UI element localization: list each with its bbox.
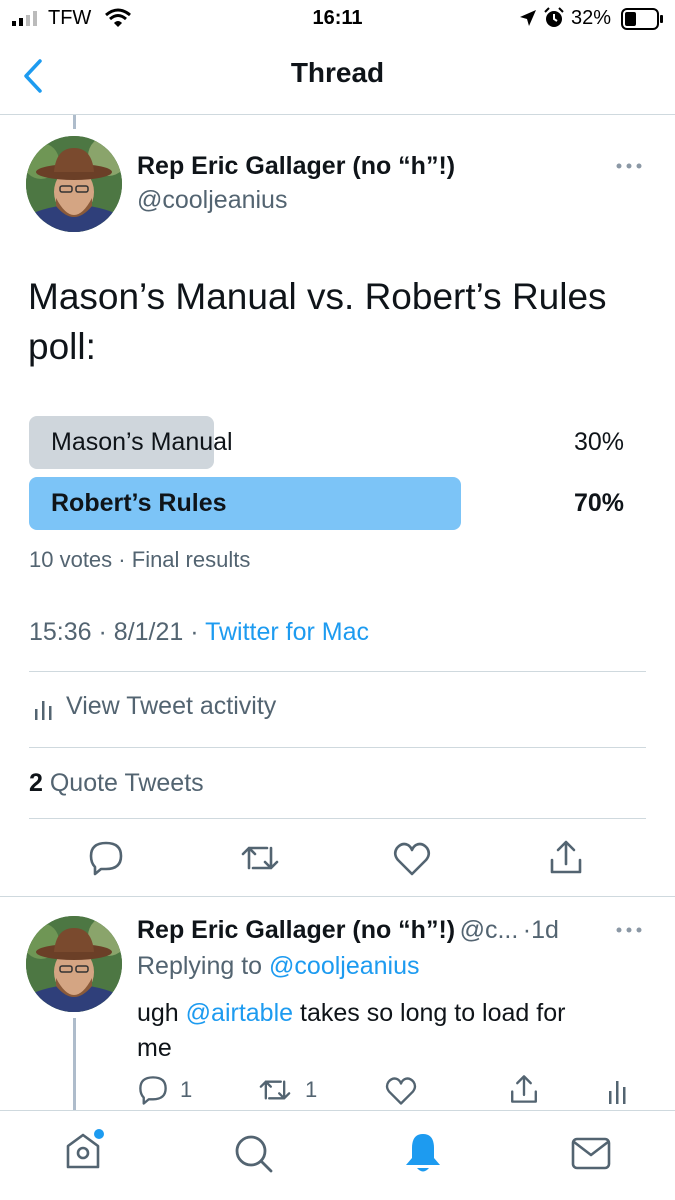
more-dots-icon xyxy=(616,927,642,933)
replying-prefix: Replying to xyxy=(137,952,263,980)
tab-home[interactable] xyxy=(63,1129,107,1178)
wifi-icon xyxy=(104,7,132,34)
divider xyxy=(0,896,675,897)
tweet-text: Mason’s Manual vs. Robert’s Rules poll: xyxy=(28,272,607,372)
reply-button[interactable] xyxy=(87,839,125,882)
timestamp-separator: · xyxy=(98,618,114,646)
mention-link[interactable]: @airtable xyxy=(185,999,294,1027)
reply-icon xyxy=(139,1076,167,1105)
divider xyxy=(29,818,646,819)
replying-to: Replying to @cooljeanius xyxy=(137,952,420,981)
reply-icon xyxy=(89,841,123,876)
poll-option-label: Robert’s Rules xyxy=(51,489,227,517)
retweet-icon xyxy=(241,846,279,870)
poll-option-label: Mason’s Manual xyxy=(51,428,233,456)
quote-tweets-link[interactable]: 2 Quote Tweets xyxy=(29,769,204,798)
alarm-icon xyxy=(543,7,565,34)
poll-votes: 10 votes xyxy=(29,547,113,572)
share-icon xyxy=(550,840,582,874)
like-button[interactable] xyxy=(385,1076,417,1111)
tweet-time: 15:36 xyxy=(29,618,92,646)
quote-label: Quote Tweets xyxy=(49,769,204,797)
poll-summary: 10 votes · Final results xyxy=(29,547,250,573)
search-icon xyxy=(235,1135,273,1173)
author-name[interactable]: Rep Eric Gallager (no “h”!) xyxy=(137,916,456,944)
reply-text: ugh @airtable takes so long to load for … xyxy=(137,996,565,1066)
more-options-button[interactable] xyxy=(615,922,643,943)
heart-icon xyxy=(385,1077,417,1105)
home-icon xyxy=(66,1129,104,1169)
poll-separator: · xyxy=(118,547,132,572)
poll-option-percent: 70% xyxy=(573,489,624,517)
tab-notifications[interactable] xyxy=(403,1131,443,1180)
status-bar: TFW 16:11 32% xyxy=(0,0,675,40)
tweet-timestamp: 15:36 · 8/1/21 · Twitter for Mac xyxy=(29,618,369,647)
reply-header: Rep Eric Gallager (no “h”!) @c... ·1d xyxy=(137,916,559,945)
poll-bar-roberts xyxy=(29,477,461,530)
author-handle[interactable]: @c... xyxy=(459,916,519,944)
avatar[interactable] xyxy=(26,136,122,232)
chevron-left-icon xyxy=(24,59,42,93)
like-button[interactable] xyxy=(393,841,431,882)
retweet-icon xyxy=(259,1080,291,1100)
nav-divider xyxy=(0,114,675,115)
share-icon xyxy=(511,1075,537,1103)
tab-bar xyxy=(0,1111,675,1200)
battery-percent: 32% xyxy=(571,7,612,29)
carrier-label: TFW xyxy=(48,7,92,29)
tab-bar-divider xyxy=(0,1110,675,1111)
tab-messages[interactable] xyxy=(571,1137,611,1176)
divider xyxy=(29,671,646,672)
location-arrow-icon xyxy=(519,9,537,32)
view-activity-label: View Tweet activity xyxy=(66,692,277,720)
reply-text-rest: takes so long to load for xyxy=(300,999,566,1027)
back-button[interactable] xyxy=(20,58,48,99)
poll-bar-mason xyxy=(29,416,214,469)
reply-button[interactable] xyxy=(137,1074,169,1111)
more-dots-icon xyxy=(616,163,642,169)
poll-status: Final results xyxy=(131,547,251,572)
share-button[interactable] xyxy=(547,838,585,881)
reply-age: 1d xyxy=(531,916,559,944)
quote-count: 2 xyxy=(29,769,43,797)
ugh-word: ugh xyxy=(137,999,179,1027)
more-options-button[interactable] xyxy=(615,158,643,179)
avatar-image xyxy=(26,916,122,1012)
tab-search[interactable] xyxy=(233,1133,275,1180)
reply-text-line: ugh @airtable takes so long to load for xyxy=(137,996,565,1031)
reply-separator: · xyxy=(522,916,532,944)
tweet-text-line: Mason’s Manual vs. Robert’s Rules xyxy=(28,276,607,317)
heart-icon xyxy=(393,842,431,876)
battery-icon xyxy=(621,8,665,35)
timestamp-separator: · xyxy=(190,618,206,646)
mail-icon xyxy=(571,1137,611,1170)
reply-text-line: me xyxy=(137,1034,172,1062)
tweet-date: 8/1/21 xyxy=(113,618,184,646)
share-button[interactable] xyxy=(508,1073,540,1110)
analytics-button[interactable] xyxy=(608,1077,628,1110)
thread-line-bottom xyxy=(73,1018,76,1110)
retweet-button[interactable] xyxy=(240,840,280,881)
page-title: Thread xyxy=(290,57,385,88)
bell-icon xyxy=(406,1134,440,1172)
clock-time: 16:11 xyxy=(312,7,363,29)
reply-count: 1 xyxy=(180,1077,193,1102)
thread-line-top xyxy=(73,115,76,129)
tweet-source-link[interactable]: Twitter for Mac xyxy=(205,618,370,646)
cellular-signal-icon xyxy=(12,10,42,31)
retweet-count: 1 xyxy=(305,1077,318,1102)
avatar-image xyxy=(26,136,122,232)
avatar[interactable] xyxy=(26,916,122,1012)
analytics-icon xyxy=(34,697,54,726)
author-handle[interactable]: @cooljeanius xyxy=(137,186,288,214)
analytics-icon xyxy=(609,1081,626,1104)
replying-to-handle[interactable]: @cooljeanius xyxy=(269,952,420,980)
view-activity-button[interactable]: View Tweet activity xyxy=(29,690,429,726)
author-name[interactable]: Rep Eric Gallager (no “h”!) xyxy=(137,152,456,180)
retweet-button[interactable] xyxy=(258,1075,292,1110)
poll-option-percent: 30% xyxy=(573,428,624,456)
tweet-text-line: poll: xyxy=(28,326,96,367)
divider xyxy=(29,747,646,748)
